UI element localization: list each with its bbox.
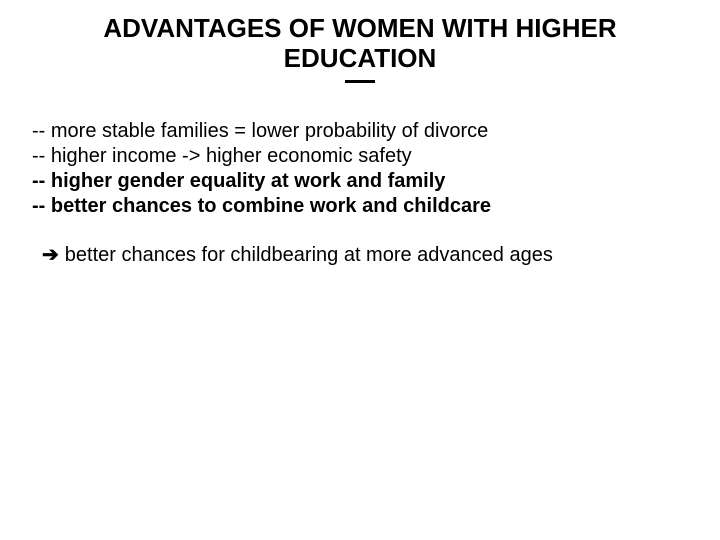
title-region: ADVANTAGES OF WOMEN WITH HIGHER EDUCATIO… [0, 0, 720, 83]
bullet-item: -- better chances to combine work and ch… [32, 194, 688, 219]
bullet-item: -- more stable families = lower probabil… [32, 119, 688, 144]
content-region: -- more stable families = lower probabil… [0, 83, 720, 268]
bullet-item: -- higher gender equality at work and fa… [32, 169, 688, 194]
conclusion-line: ➔ better chances for childbearing at more… [32, 243, 688, 268]
conclusion-text: better chances for childbearing at more … [65, 244, 553, 266]
arrow-right-icon: ➔ [42, 244, 59, 266]
slide-title: ADVANTAGES OF WOMEN WITH HIGHER EDUCATIO… [103, 14, 616, 74]
title-line-2: EDUCATION [284, 43, 437, 73]
bullet-item: -- higher income -> higher economic safe… [32, 144, 688, 169]
title-line-1: ADVANTAGES OF WOMEN WITH HIGHER [103, 13, 616, 43]
